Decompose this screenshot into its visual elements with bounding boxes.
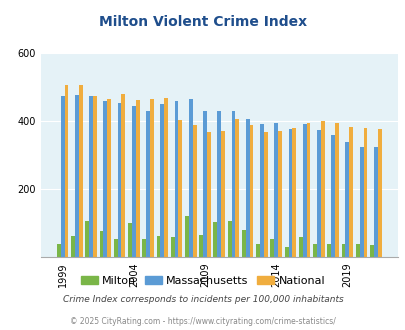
Bar — [146, 111, 149, 257]
Bar — [284, 247, 288, 257]
Bar — [235, 119, 239, 257]
Bar — [292, 128, 296, 257]
Legend: Milton, Massachusetts, National: Milton, Massachusetts, National — [76, 271, 329, 290]
Bar — [316, 129, 320, 257]
Bar — [221, 131, 224, 257]
Bar — [320, 121, 324, 257]
Bar — [373, 147, 377, 257]
Bar — [93, 96, 97, 257]
Bar — [334, 123, 338, 257]
Bar — [207, 132, 210, 257]
Bar — [188, 99, 192, 257]
Bar — [213, 222, 217, 257]
Bar — [274, 123, 277, 257]
Bar — [174, 101, 178, 257]
Bar — [185, 216, 188, 257]
Bar — [362, 128, 367, 257]
Bar — [348, 127, 352, 257]
Bar — [245, 119, 249, 257]
Bar — [227, 220, 231, 257]
Bar — [103, 101, 107, 257]
Bar — [270, 239, 274, 257]
Bar — [231, 112, 235, 257]
Bar — [60, 96, 64, 257]
Bar — [241, 230, 245, 257]
Bar — [355, 244, 359, 257]
Text: Crime Index corresponds to incidents per 100,000 inhabitants: Crime Index corresponds to incidents per… — [62, 295, 343, 304]
Bar — [128, 223, 132, 257]
Bar — [192, 125, 196, 257]
Bar — [164, 98, 168, 257]
Bar — [330, 135, 334, 257]
Text: © 2025 CityRating.com - https://www.cityrating.com/crime-statistics/: © 2025 CityRating.com - https://www.city… — [70, 317, 335, 326]
Bar — [57, 244, 60, 257]
Bar — [306, 123, 310, 257]
Bar — [312, 244, 316, 257]
Bar — [107, 99, 111, 257]
Bar — [75, 95, 79, 257]
Bar — [79, 84, 82, 257]
Bar — [288, 128, 292, 257]
Bar — [249, 125, 253, 257]
Bar — [298, 237, 302, 257]
Bar — [377, 128, 381, 257]
Bar — [217, 111, 221, 257]
Bar — [345, 143, 348, 257]
Bar — [117, 103, 121, 257]
Bar — [99, 231, 103, 257]
Bar — [142, 239, 146, 257]
Bar — [359, 147, 362, 257]
Bar — [178, 120, 182, 257]
Bar — [113, 239, 117, 257]
Text: Milton Violent Crime Index: Milton Violent Crime Index — [99, 15, 306, 29]
Bar — [199, 235, 202, 257]
Bar — [71, 236, 75, 257]
Bar — [326, 244, 330, 257]
Bar — [64, 85, 68, 257]
Bar — [85, 220, 89, 257]
Bar — [132, 106, 135, 257]
Bar — [277, 131, 281, 257]
Bar — [369, 246, 373, 257]
Bar — [89, 96, 93, 257]
Bar — [156, 236, 160, 257]
Bar — [202, 112, 207, 257]
Bar — [171, 237, 174, 257]
Bar — [259, 124, 263, 257]
Bar — [160, 104, 164, 257]
Bar — [256, 244, 259, 257]
Bar — [341, 244, 345, 257]
Bar — [149, 99, 153, 257]
Bar — [302, 124, 306, 257]
Bar — [263, 132, 267, 257]
Bar — [135, 100, 139, 257]
Bar — [121, 94, 125, 257]
